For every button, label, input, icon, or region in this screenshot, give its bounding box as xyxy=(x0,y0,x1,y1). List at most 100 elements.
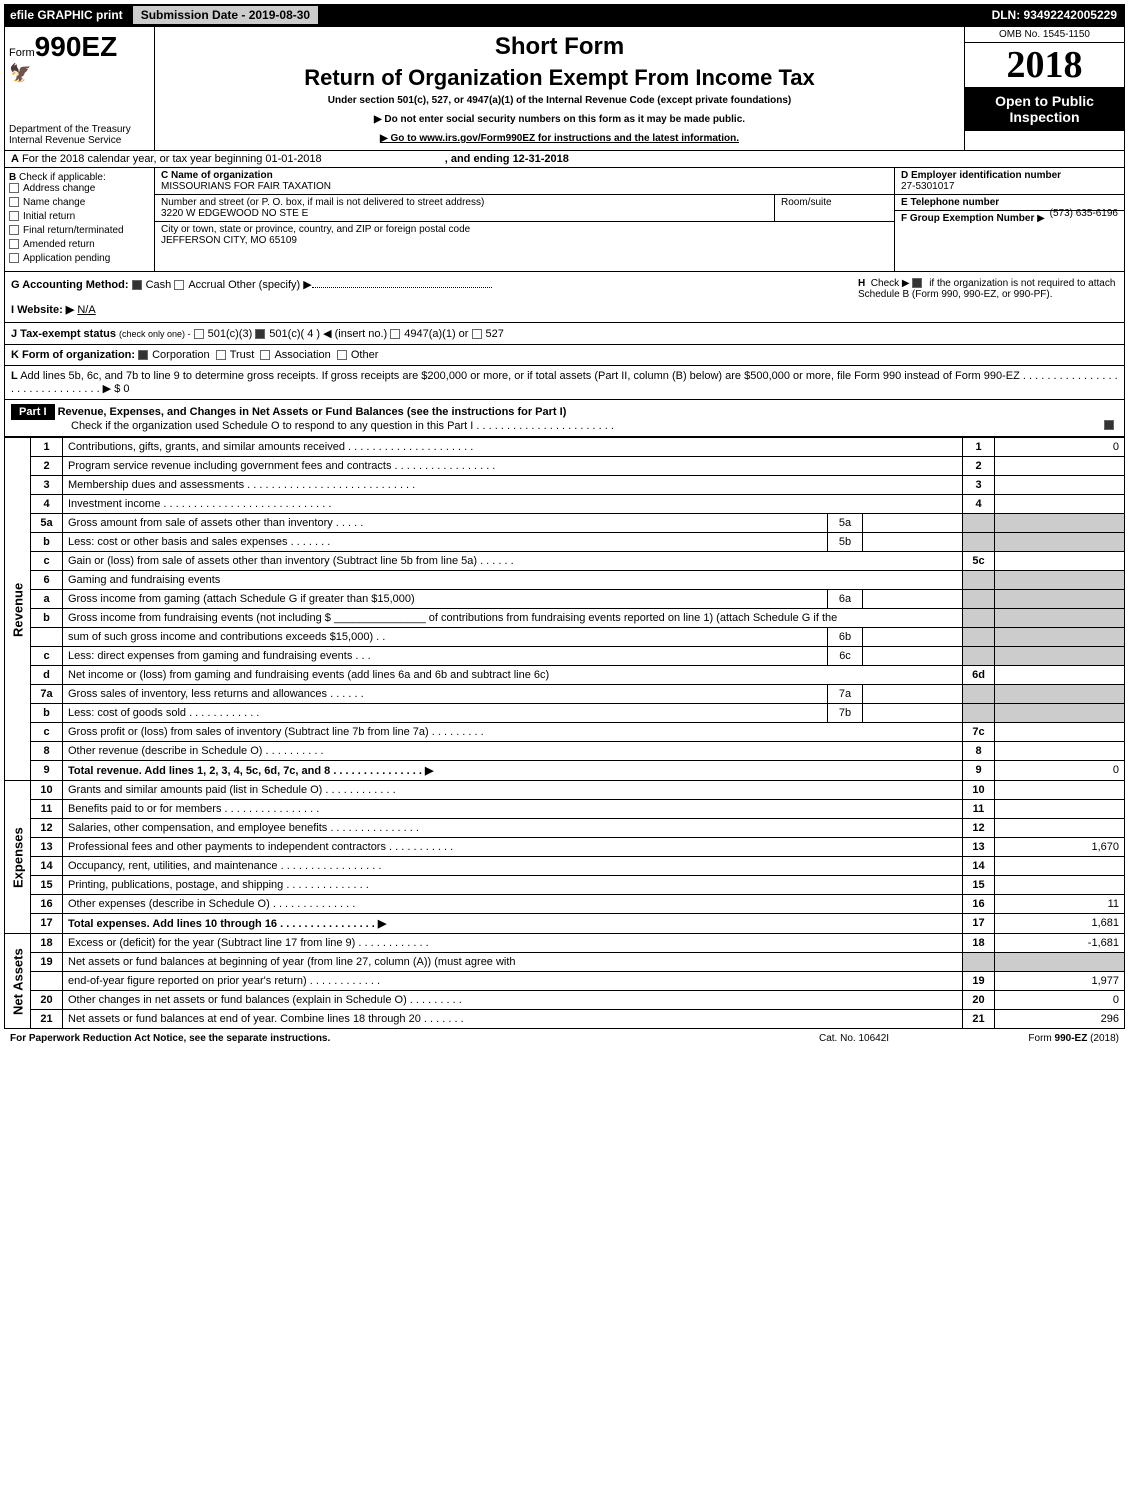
checkbox[interactable] xyxy=(9,225,19,235)
short-form-title: Short Form xyxy=(161,33,958,61)
row-number: 21 xyxy=(31,1010,63,1029)
table-row: 12Salaries, other compensation, and empl… xyxy=(5,819,1125,838)
j-opt4-cb[interactable] xyxy=(472,329,482,339)
table-row: 17Total expenses. Add lines 10 through 1… xyxy=(5,914,1125,934)
row-desc: Less: cost of goods sold . . . . . . . .… xyxy=(63,704,828,723)
check-item: Application pending xyxy=(9,253,150,264)
table-row: 13Professional fees and other payments t… xyxy=(5,838,1125,857)
table-row: 20Other changes in net assets or fund ba… xyxy=(5,991,1125,1010)
j-opt1-cb[interactable] xyxy=(194,329,204,339)
cash-checkbox[interactable] xyxy=(132,280,142,290)
footer: For Paperwork Reduction Act Notice, see … xyxy=(4,1029,1125,1048)
table-row: 3Membership dues and assessments . . . .… xyxy=(5,476,1125,495)
checkbox[interactable] xyxy=(9,239,19,249)
table-row: dNet income or (loss) from gaming and fu… xyxy=(5,666,1125,685)
right-num: 9 xyxy=(963,761,995,781)
right-num: 7c xyxy=(963,723,995,742)
row-number: b xyxy=(31,704,63,723)
row-number: 15 xyxy=(31,876,63,895)
amount: -1,681 xyxy=(995,934,1125,953)
row-desc: Membership dues and assessments . . . . … xyxy=(63,476,963,495)
footer-left: For Paperwork Reduction Act Notice, see … xyxy=(10,1033,819,1044)
inspection-label: Inspection xyxy=(969,109,1120,125)
table-row: aGross income from gaming (attach Schedu… xyxy=(5,590,1125,609)
section-b-label: B xyxy=(9,172,16,183)
checkbox[interactable] xyxy=(9,211,19,221)
checkbox[interactable] xyxy=(9,197,19,207)
j-opt1: 501(c)(3) xyxy=(208,328,253,340)
row-desc: Benefits paid to or for members . . . . … xyxy=(63,800,963,819)
table-row: sum of such gross income and contributio… xyxy=(5,628,1125,647)
sub-num: 6a xyxy=(828,590,863,609)
sub-num: 6c xyxy=(828,647,863,666)
right-num: 2 xyxy=(963,457,995,476)
website: N/A xyxy=(77,304,95,316)
amount-shaded xyxy=(995,704,1125,723)
part1-header-row: Part I Revenue, Expenses, and Changes in… xyxy=(4,400,1125,437)
footer-mid: Cat. No. 10642I xyxy=(819,1033,969,1044)
k-checkbox[interactable] xyxy=(337,350,347,360)
amount-shaded xyxy=(995,685,1125,704)
row-number: 5a xyxy=(31,514,63,533)
row-desc: Excess or (deficit) for the year (Subtra… xyxy=(63,934,963,953)
table-row: end-of-year figure reported on prior yea… xyxy=(5,972,1125,991)
table-row: cLess: direct expenses from gaming and f… xyxy=(5,647,1125,666)
table-row: 19Net assets or fund balances at beginni… xyxy=(5,953,1125,972)
row-desc: Occupancy, rent, utilities, and maintena… xyxy=(63,857,963,876)
right-num: 11 xyxy=(963,800,995,819)
row-desc: Net assets or fund balances at beginning… xyxy=(63,953,963,972)
k-checkbox[interactable] xyxy=(216,350,226,360)
table-row: 6Gaming and fundraising events xyxy=(5,571,1125,590)
form-number: 990EZ xyxy=(35,31,118,62)
checkbox[interactable] xyxy=(9,183,19,193)
k-label: K Form of organization: xyxy=(11,349,135,361)
k-checkbox[interactable] xyxy=(138,350,148,360)
table-row: bLess: cost or other basis and sales exp… xyxy=(5,533,1125,552)
section-c: C Name of organization MISSOURIANS FOR F… xyxy=(155,168,894,271)
j-opt3-cb[interactable] xyxy=(390,329,400,339)
sub-val xyxy=(863,647,963,666)
table-row: 11Benefits paid to or for members . . . … xyxy=(5,800,1125,819)
row-desc: Net income or (loss) from gaming and fun… xyxy=(63,666,963,685)
other-label: Other (specify) ▶ xyxy=(228,279,312,291)
amount xyxy=(995,666,1125,685)
row-desc: Total expenses. Add lines 10 through 16 … xyxy=(63,914,963,934)
k-checkbox[interactable] xyxy=(260,350,270,360)
row-number: b xyxy=(31,533,63,552)
right-shaded xyxy=(963,647,995,666)
sub-num: 5a xyxy=(828,514,863,533)
section-d: D Employer identification number 27-5301… xyxy=(894,168,1124,271)
amount xyxy=(995,495,1125,514)
form-header: Form990EZ 🦅 Department of the Treasury I… xyxy=(4,26,1125,151)
h-checkbox[interactable] xyxy=(912,278,922,288)
amount-shaded xyxy=(995,647,1125,666)
row-number: c xyxy=(31,552,63,571)
row-desc: Gross sales of inventory, less returns a… xyxy=(63,685,828,704)
row-desc: Gain or (loss) from sale of assets other… xyxy=(63,552,963,571)
part1-checkbox[interactable] xyxy=(1104,420,1114,430)
table-row: 9Total revenue. Add lines 1, 2, 3, 4, 5c… xyxy=(5,761,1125,781)
row-desc: Less: direct expenses from gaming and fu… xyxy=(63,647,828,666)
checkbox[interactable] xyxy=(9,253,19,263)
sub-val xyxy=(863,514,963,533)
amount-shaded xyxy=(995,533,1125,552)
row-number: c xyxy=(31,723,63,742)
amount-shaded xyxy=(995,514,1125,533)
note-2: ▶ Go to www.irs.gov/Form990EZ for instru… xyxy=(161,133,958,144)
row-desc: Professional fees and other payments to … xyxy=(63,838,963,857)
row-number: 12 xyxy=(31,819,63,838)
accrual-checkbox[interactable] xyxy=(174,280,184,290)
check-item: Name change xyxy=(9,197,150,208)
top-bar: efile GRAPHIC print Submission Date - 20… xyxy=(4,4,1125,26)
row-number: 20 xyxy=(31,991,63,1010)
line-j: J Tax-exempt status (check only one) - 5… xyxy=(4,323,1125,345)
table-row: 4Investment income . . . . . . . . . . .… xyxy=(5,495,1125,514)
line-l: L Add lines 5b, 6c, and 7b to line 9 to … xyxy=(4,366,1125,400)
amount xyxy=(995,857,1125,876)
right-num: 13 xyxy=(963,838,995,857)
line-a-ending: , and ending 12-31-2018 xyxy=(445,153,569,165)
check-item: Initial return xyxy=(9,211,150,222)
j-opt2-cb[interactable] xyxy=(255,329,265,339)
j-opt2: 501(c)( 4 ) ◀ (insert no.) xyxy=(269,328,387,340)
right-num: 3 xyxy=(963,476,995,495)
